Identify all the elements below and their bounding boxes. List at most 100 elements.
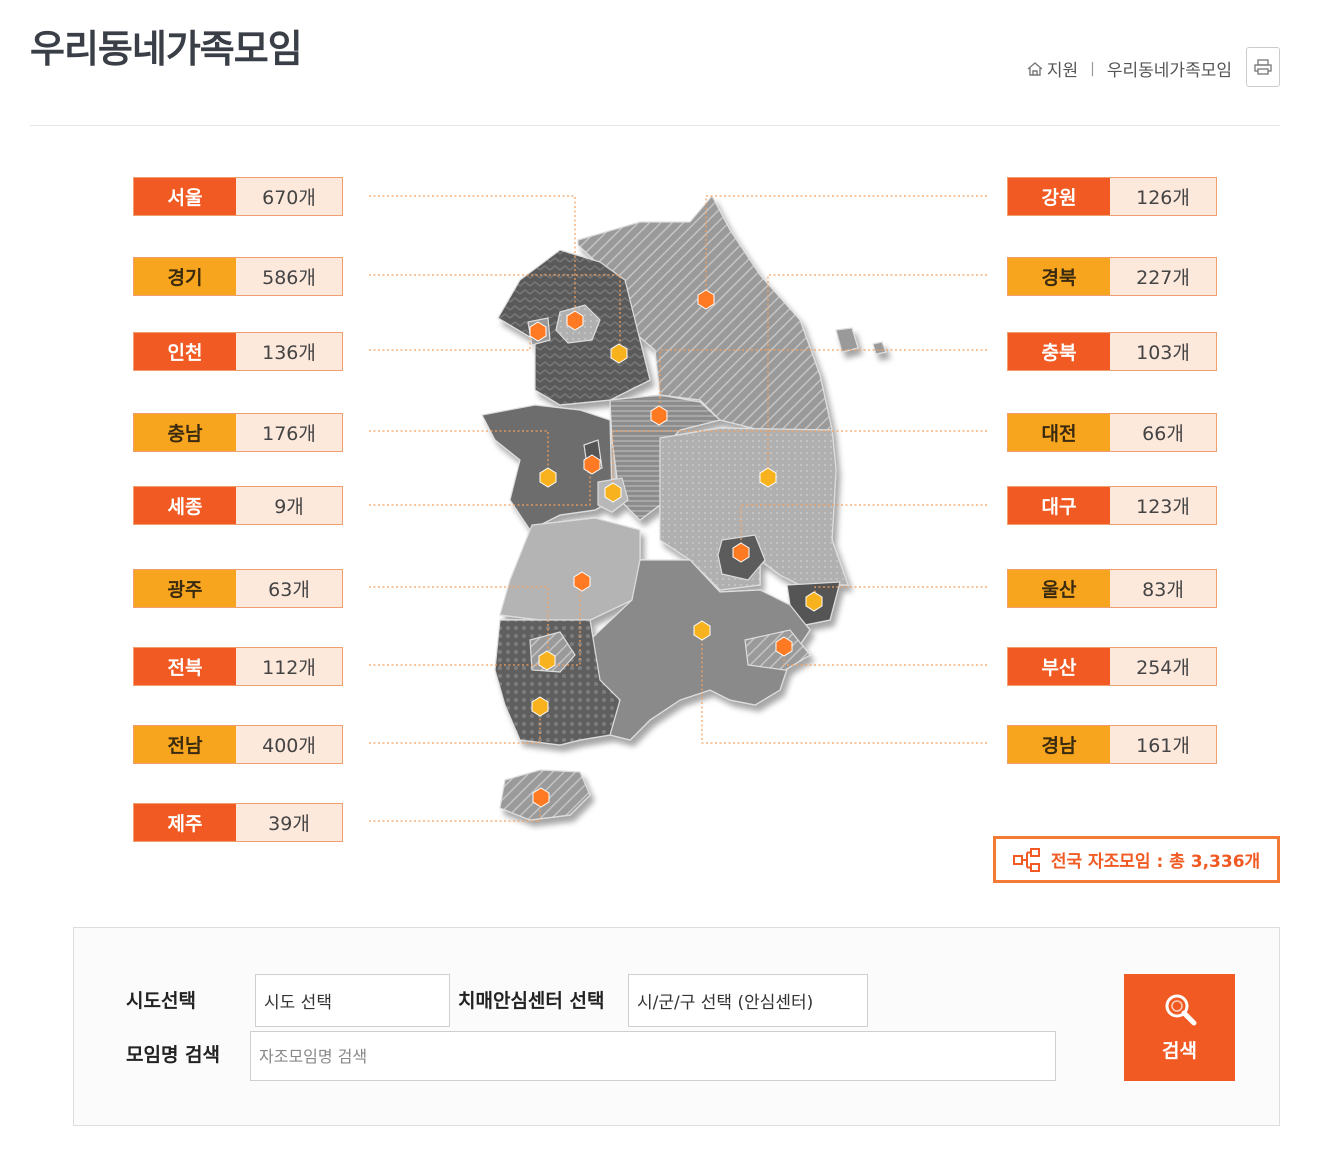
meeting-name-input[interactable] — [250, 1031, 1056, 1081]
breadcrumb: 지원 | 우리동네가족모임 — [1027, 56, 1232, 81]
region-name: 광주 — [134, 570, 236, 607]
region-label-chungnam[interactable]: 충남 176개 — [133, 413, 343, 452]
leader-line-incheon — [369, 332, 531, 351]
region-shape-chungnam — [481, 404, 613, 531]
leader-line-gyeongnam — [701, 630, 987, 744]
breadcrumb-home[interactable]: 지원 — [1027, 56, 1078, 81]
region-shape-jeonnam — [494, 619, 621, 746]
leader-line-jeonnam — [369, 706, 541, 744]
pin-gyeongbuk — [759, 467, 777, 488]
region-name: 대구 — [1008, 487, 1110, 524]
region-label-gyeongnam[interactable]: 경남 161개 — [1007, 725, 1217, 764]
region-label-gangwon[interactable]: 강원 126개 — [1007, 177, 1217, 216]
region-count: 103개 — [1110, 333, 1216, 370]
pin-ulsan — [805, 591, 823, 612]
total-count-text: 전국 자조모임 : 총 3,336개 — [1050, 852, 1261, 872]
region-label-daegu[interactable]: 대구 123개 — [1007, 486, 1217, 525]
region-label-daejeon[interactable]: 대전 66개 — [1007, 413, 1217, 452]
pin-daejeon — [604, 482, 622, 503]
region-count: 83개 — [1110, 570, 1216, 607]
pin-jeju — [532, 787, 550, 808]
region-count: 123개 — [1110, 487, 1216, 524]
search-panel: 시도선택 시도 선택 치매안심센터 선택 시/군/구 선택 (안심센터) 모임명… — [73, 927, 1280, 1126]
region-name: 전북 — [134, 648, 236, 685]
region-count: 670개 — [236, 178, 342, 215]
search-button[interactable]: 검색 — [1124, 974, 1235, 1081]
pin-gangwon — [697, 289, 715, 310]
header-divider — [30, 125, 1280, 126]
region-label-sejong[interactable]: 세종 9개 — [133, 486, 343, 525]
region-label-chungbuk[interactable]: 충북 103개 — [1007, 332, 1217, 371]
breadcrumb-home-label: 지원 — [1046, 61, 1079, 81]
korea-map — [369, 194, 987, 822]
region-count: 112개 — [236, 648, 342, 685]
pin-daegu — [732, 542, 750, 563]
breadcrumb-current[interactable]: 우리동네가족모임 — [1106, 61, 1232, 81]
region-label-incheon[interactable]: 인천 136개 — [133, 332, 343, 371]
region-name: 울산 — [1008, 570, 1110, 607]
search-icon — [1165, 994, 1196, 1026]
region-name: 경기 — [134, 258, 236, 295]
region-count: 586개 — [236, 258, 342, 295]
island-ulleungdo — [835, 327, 859, 353]
region-name: 강원 — [1008, 178, 1110, 215]
region-label-jeju[interactable]: 제주 39개 — [133, 803, 343, 842]
breadcrumb-separator: | — [1090, 60, 1095, 77]
pin-gwangju — [538, 650, 556, 671]
pin-jeonbuk — [573, 571, 591, 592]
pin-seoul — [566, 310, 584, 331]
center-select[interactable]: 시/군/구 선택 (안심센터) — [628, 974, 868, 1027]
region-count: 66개 — [1110, 414, 1216, 451]
region-count: 227개 — [1110, 258, 1216, 295]
sido-select-value: 시도 선택 — [264, 993, 332, 1013]
region-label-seoul[interactable]: 서울 670개 — [133, 177, 343, 216]
region-label-ulsan[interactable]: 울산 83개 — [1007, 569, 1217, 608]
region-count: 126개 — [1110, 178, 1216, 215]
region-label-gwangju[interactable]: 광주 63개 — [133, 569, 343, 608]
region-name: 인천 — [134, 333, 236, 370]
meeting-name-label: 모임명 검색 — [126, 1044, 221, 1066]
leader-line-daejeon — [612, 430, 987, 492]
pin-chungnam — [539, 467, 557, 488]
region-label-jeonbuk[interactable]: 전북 112개 — [133, 647, 343, 686]
region-count: 9개 — [236, 487, 342, 524]
island-dokdo — [872, 341, 887, 355]
region-name: 부산 — [1008, 648, 1110, 685]
leader-line-busan — [783, 647, 987, 666]
region-name: 전남 — [134, 726, 236, 763]
home-icon — [1027, 61, 1043, 76]
region-count: 400개 — [236, 726, 342, 763]
region-shape-gyeongbuk — [659, 427, 849, 591]
center-label: 치매안심센터 선택 — [458, 990, 605, 1012]
center-select-value: 시/군/구 선택 (안심센터) — [637, 993, 814, 1013]
sido-label: 시도선택 — [126, 990, 196, 1012]
leader-line-jeju — [369, 797, 541, 822]
region-count: 39개 — [236, 804, 342, 841]
search-button-label: 검색 — [1162, 1040, 1197, 1062]
leader-line-seoul — [369, 195, 576, 320]
region-name: 충북 — [1008, 333, 1110, 370]
sido-select[interactable]: 시도 선택 — [255, 974, 450, 1027]
pin-gyeongnam — [693, 620, 711, 641]
region-name: 제주 — [134, 804, 236, 841]
region-shape-jeonbuk — [499, 517, 641, 621]
region-count: 254개 — [1110, 648, 1216, 685]
leader-line-jeonbuk — [369, 582, 581, 666]
leader-line-chungnam — [369, 430, 549, 477]
region-name: 세종 — [134, 487, 236, 524]
page-title: 우리동네가족모임 — [30, 27, 303, 71]
region-label-jeonnam[interactable]: 전남 400개 — [133, 725, 343, 764]
region-name: 충남 — [134, 414, 236, 451]
region-count: 176개 — [236, 414, 342, 451]
leader-line-daegu — [740, 504, 987, 552]
region-count: 63개 — [236, 570, 342, 607]
region-label-gyeonggi[interactable]: 경기 586개 — [133, 257, 343, 296]
leader-line-gwangju — [369, 586, 549, 660]
leader-line-gyeongbuk — [767, 274, 987, 478]
region-label-busan[interactable]: 부산 254개 — [1007, 647, 1217, 686]
print-button[interactable] — [1246, 47, 1280, 87]
pin-gyeonggi — [610, 343, 628, 364]
region-label-gyeongbuk[interactable]: 경북 227개 — [1007, 257, 1217, 296]
pin-busan — [775, 636, 793, 657]
pin-jeonnam — [531, 696, 549, 717]
